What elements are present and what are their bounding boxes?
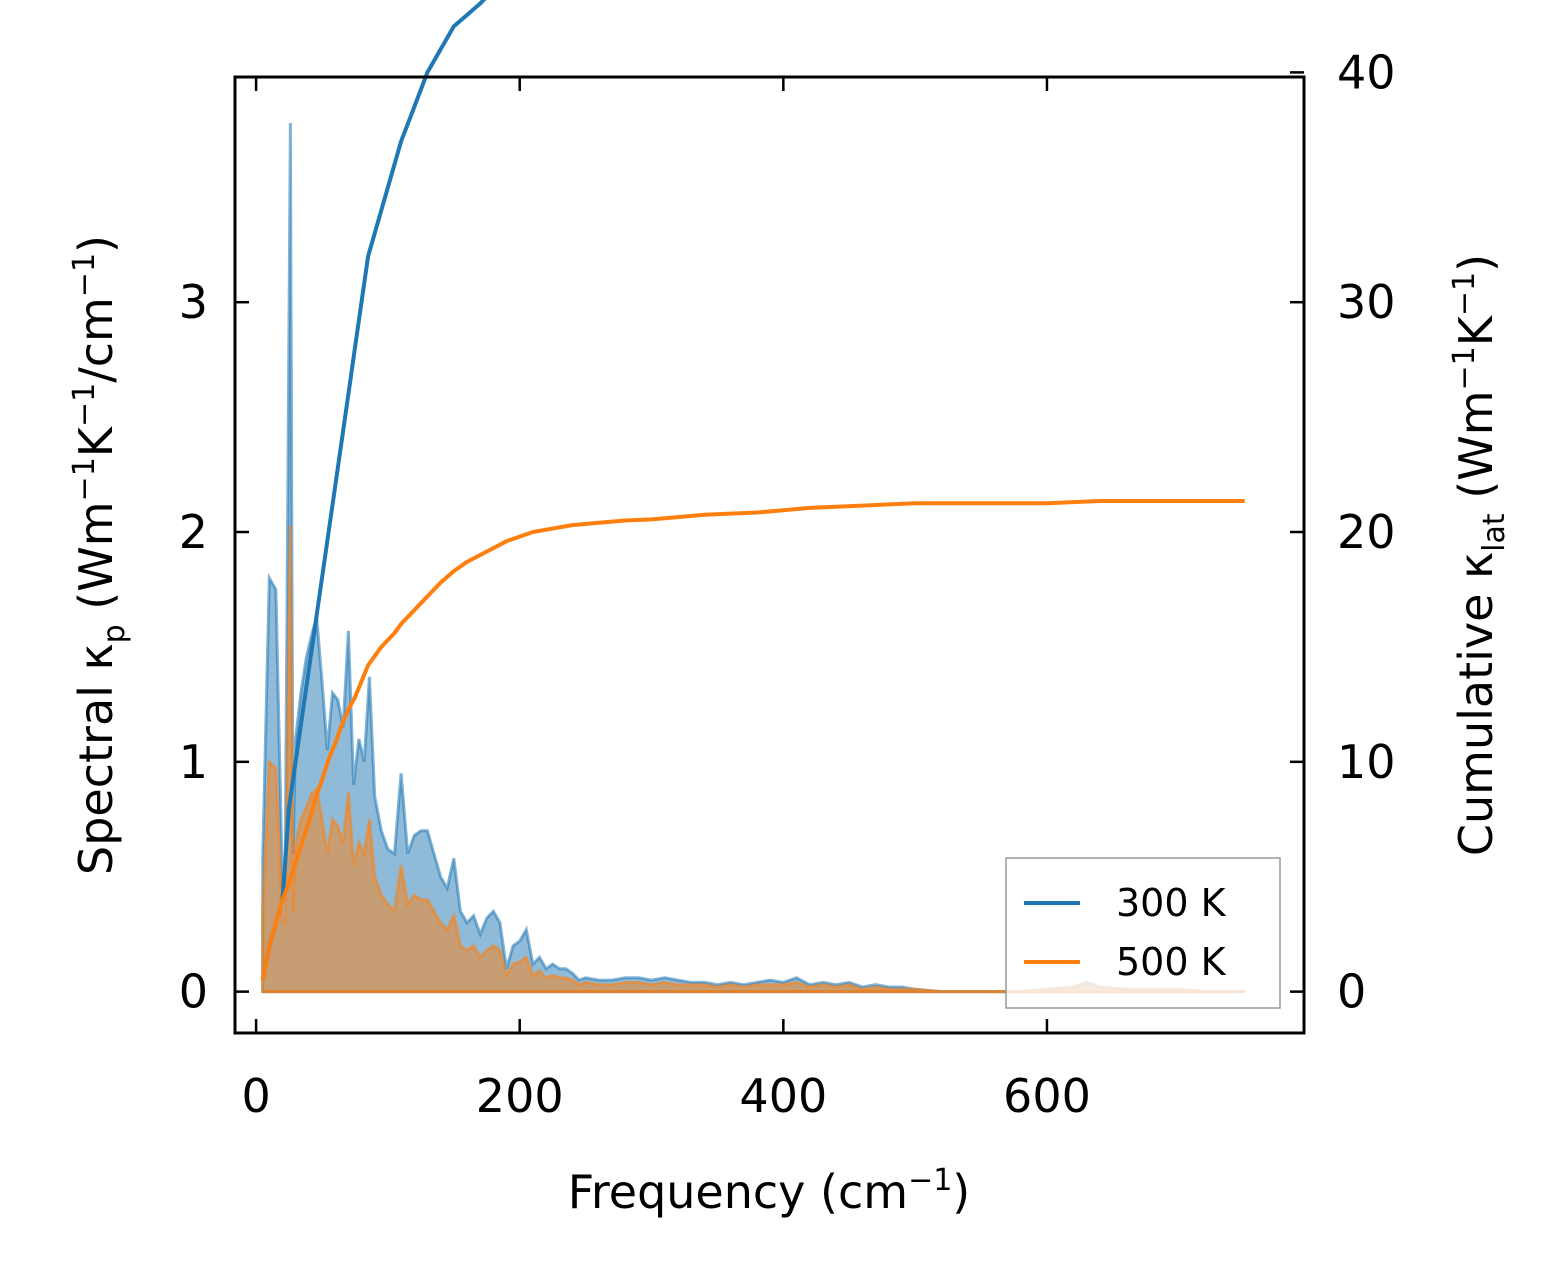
y-left-sup1: −1	[67, 457, 102, 501]
x-tick-label: 600	[1003, 1069, 1091, 1123]
y-right-sup2: −1	[1447, 272, 1482, 316]
y-right-t2: (Wm	[1449, 390, 1503, 513]
y-left-sup3: −1	[67, 253, 102, 297]
y-left-t2: (Wm	[69, 501, 123, 624]
x-tick-label: 200	[476, 1069, 564, 1123]
y-right-sup1: −1	[1447, 346, 1482, 390]
cumulative-line-300k	[260, 0, 487, 981]
y-left-sub1: p	[97, 624, 132, 643]
y-left-t4: /cm	[69, 297, 123, 383]
x-tick-label: 0	[241, 1069, 270, 1123]
y-right-t4: )	[1449, 254, 1503, 272]
legend: 300 K 500 K	[1005, 857, 1281, 1009]
y-axis-right-title: Cumulative κlat (Wm−1K−1)	[1447, 254, 1512, 856]
cumulative-line-500k	[260, 499, 1245, 981]
x-axis-title: Frequency (cm−1)	[568, 1163, 971, 1219]
y-right-tick-label: 30	[1337, 275, 1396, 329]
y-left-tick-label: 1	[179, 735, 208, 789]
y-left-t3: K	[69, 425, 123, 457]
legend-label-300k: 300 K	[1116, 881, 1227, 925]
y-left-tick-label: 3	[179, 275, 208, 329]
y-right-sub1: lat	[1477, 513, 1512, 552]
y-right-t3: K	[1449, 314, 1503, 346]
legend-frame	[1005, 857, 1281, 1009]
y-left-t1: Spectral κ	[69, 643, 123, 875]
y-right-tick-label: 20	[1337, 505, 1396, 559]
y-left-tick-label: 2	[179, 505, 208, 559]
y-right-tick-label: 10	[1337, 735, 1396, 789]
y-left-t5: )	[69, 235, 123, 253]
y-right-t1: Cumulative κ	[1449, 552, 1503, 856]
x-axis-title-sup: −1	[908, 1163, 952, 1198]
y-axis-left-title: Spectral κp (Wm−1K−1/cm−1)	[67, 235, 132, 875]
spectral-area-500k	[261, 525, 1245, 994]
plot-frame	[233, 75, 1306, 1035]
x-axis-title-end: )	[952, 1165, 970, 1219]
x-tick-label: 400	[739, 1069, 827, 1123]
x-axis-title-text: Frequency (cm	[568, 1165, 908, 1219]
y-right-tick-label: 40	[1337, 45, 1396, 99]
y-left-tick-label: 0	[179, 965, 208, 1019]
y-left-sup2: −1	[67, 383, 102, 427]
series-lines	[260, 0, 1245, 981]
legend-label-500k: 500 K	[1116, 940, 1227, 984]
y-right-tick-label: 0	[1337, 965, 1366, 1019]
